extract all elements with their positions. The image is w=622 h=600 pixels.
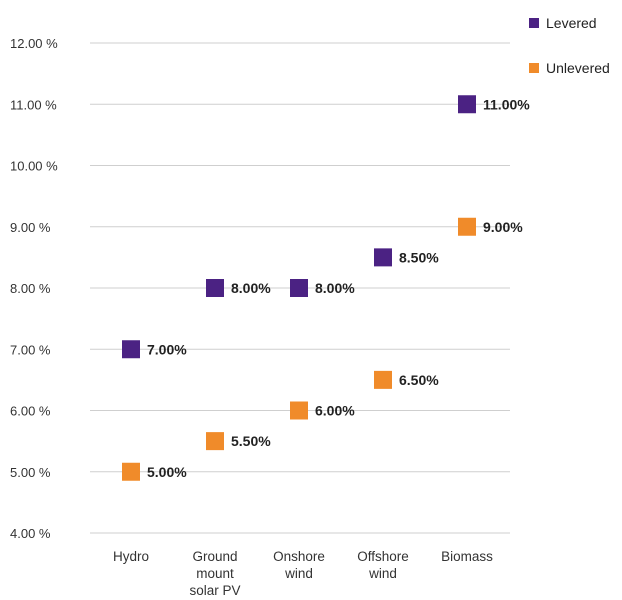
legend-item-levered: Levered — [529, 12, 610, 34]
y-tick-label: 5.00 % — [10, 465, 51, 480]
marker-levered — [206, 279, 224, 297]
data-label-levered: 8.50% — [399, 249, 439, 265]
marker-unlevered — [290, 401, 308, 420]
data-label-unlevered: 9.00% — [483, 219, 523, 235]
marker-unlevered — [206, 432, 224, 451]
legend: Levered Unlevered — [529, 12, 610, 102]
marker-levered — [122, 340, 140, 359]
data-label-unlevered: 5.50% — [231, 433, 271, 449]
y-tick-label: 12.00 % — [10, 36, 58, 51]
y-tick-label: 10.00 % — [10, 159, 58, 174]
data-markers — [122, 95, 476, 481]
x-tick-label: Onshore wind — [273, 549, 325, 581]
legend-swatch-levered — [529, 18, 539, 28]
legend-label-unlevered: Unlevered — [546, 60, 610, 76]
marker-unlevered — [458, 217, 476, 236]
legend-swatch-unlevered — [529, 63, 539, 73]
marker-levered — [374, 248, 392, 267]
x-tick-label: Offshore wind — [357, 549, 409, 581]
x-axis-tick-labels: Hydro Ground mount solar PV Onshore wind Offsh… — [113, 549, 493, 598]
y-tick-label: 11.00 % — [10, 97, 57, 112]
data-label-levered: 11.00% — [483, 96, 530, 112]
x-tick-label: Biomass — [441, 549, 493, 564]
data-label-unlevered: 6.00% — [315, 403, 355, 419]
marker-unlevered — [374, 370, 392, 389]
y-tick-label: 6.00 % — [10, 404, 51, 419]
marker-levered — [290, 279, 308, 297]
legend-item-unlevered: Unlevered — [529, 57, 610, 79]
data-label-levered: 7.00% — [147, 341, 187, 357]
data-label-levered: 8.00% — [231, 280, 271, 296]
x-tick-label: Hydro — [113, 549, 149, 564]
x-tick-label: Ground mount solar PV — [189, 549, 240, 598]
data-label-levered: 8.00% — [315, 280, 355, 296]
data-label-unlevered: 5.00% — [147, 464, 187, 480]
marker-unlevered — [122, 462, 140, 481]
marker-levered — [458, 95, 476, 114]
data-labels: 7.00% 8.00% 8.00% 8.50% 11.00% 5.00% 5.50% 6.00… — [147, 96, 530, 480]
y-tick-label: 8.00 % — [10, 281, 51, 296]
y-tick-label: 4.00 % — [10, 526, 51, 541]
y-tick-label: 9.00 % — [10, 220, 51, 235]
y-tick-label: 7.00 % — [10, 342, 51, 357]
y-axis-tick-labels: 4.00 % 5.00 % 6.00 % 7.00 % 8.00 % 9.00 % 10.0… — [10, 36, 58, 541]
legend-label-levered: Levered — [546, 15, 597, 31]
data-label-unlevered: 6.50% — [399, 372, 439, 388]
